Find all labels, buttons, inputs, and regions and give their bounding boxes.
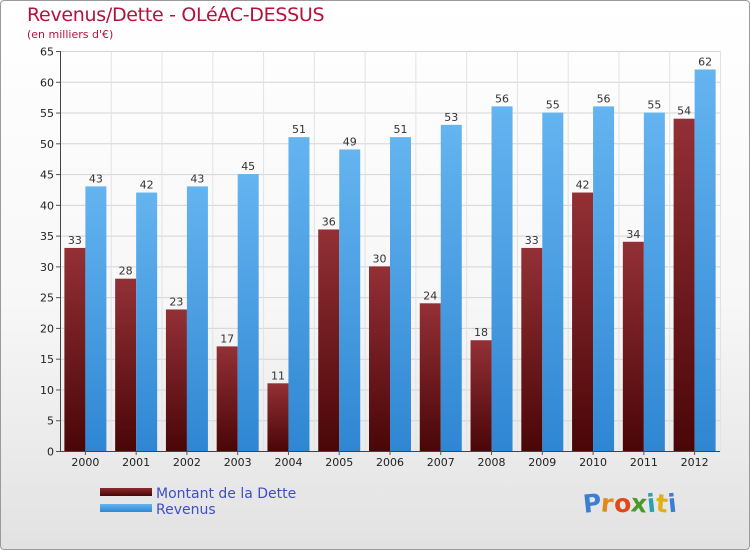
label-debt-2007: 24 [423,289,437,302]
label-debt-2011: 34 [626,228,640,241]
y-tick-label-55: 55 [40,107,54,120]
x-tick-label-2006: 2006 [376,456,404,469]
bar-revenus-2007 [440,124,462,451]
x-tick-label-2002: 2002 [173,456,201,469]
logo-letter: i [666,488,678,519]
bar-debt-2012 [673,118,695,451]
bar-revenus-2004 [288,137,310,451]
proxiti-logo: Proxiti [582,488,678,519]
y-tick-label-0: 0 [47,446,54,459]
label-debt-2004: 11 [271,369,285,382]
value-labels: 33 43 28 42 23 43 17 45 11 51 36 49 30 51 24 53 18 56 33 55… [68,55,712,382]
y-tick-label-45: 45 [40,169,54,182]
x-tick-label-2000: 2000 [71,456,99,469]
label-revenus-2011: 55 [647,99,661,112]
label-revenus-2009: 55 [546,99,560,112]
bar-revenus-2008 [491,106,513,451]
bar-revenus-2011 [643,112,665,452]
bar-revenus-2000 [85,186,107,451]
bar-debt-2002 [165,309,187,451]
chart-title: Revenus/Dette - OLéAC-DESSUS [27,4,325,26]
label-debt-2002: 23 [169,295,183,308]
label-revenus-2000: 43 [89,172,103,185]
x-tick-label-2008: 2008 [478,456,506,469]
y-tick-label-10: 10 [40,384,54,397]
y-tick-label-15: 15 [40,353,54,366]
label-debt-2008: 18 [474,326,488,339]
label-revenus-2005: 49 [343,135,357,148]
label-debt-2012: 54 [677,105,691,118]
x-tick-label-2005: 2005 [325,456,353,469]
y-tick-label-40: 40 [40,199,54,212]
bar-debt-2003 [216,346,238,451]
y-tick-label-35: 35 [40,230,54,243]
label-revenus-2008: 56 [495,92,509,105]
x-tick-label-2004: 2004 [274,456,302,469]
y-tick-label-65: 65 [40,46,54,59]
y-tick-label-25: 25 [40,292,54,305]
bar-revenus-2003 [237,174,259,452]
bar-revenus-2012 [694,69,716,451]
y-tick-label-50: 50 [40,138,54,151]
bar-revenus-2005 [339,149,361,451]
label-revenus-2012: 62 [698,55,712,68]
x-tick-label-2001: 2001 [122,456,150,469]
bar-debt-2009 [521,247,543,451]
label-debt-2003: 17 [220,332,234,345]
bar-revenus-2010 [593,106,615,451]
bar-debt-2005 [318,229,340,451]
label-revenus-2010: 56 [597,92,611,105]
label-revenus-2007: 53 [444,111,458,124]
legend-swatch-revenus [100,504,152,512]
label-debt-2010: 42 [576,179,590,192]
label-debt-2001: 28 [119,265,133,278]
label-revenus-2003: 45 [241,160,255,173]
axes: 0 5 10 15 20 25 30 35 40 45 50 55 60 65 2000 2001 2002 20… [40,46,720,469]
y-tick-label-60: 60 [40,76,54,89]
bar-debt-2004 [267,383,289,451]
bar-revenus-2001 [136,192,158,452]
x-tick-label-2003: 2003 [224,456,252,469]
label-revenus-2004: 51 [292,123,306,136]
x-tick-label-2012: 2012 [681,456,709,469]
bar-revenus-2006 [390,137,411,451]
legend-label-debt: Montant de la Dette [156,486,297,502]
bar-debt-2001 [115,278,137,451]
legend-label-revenus: Revenus [156,502,216,518]
label-debt-2006: 30 [373,252,387,265]
bars [64,69,716,452]
bar-debt-2007 [419,303,441,451]
y-tick-label-5: 5 [47,415,54,428]
label-revenus-2006: 51 [394,123,408,136]
label-revenus-2002: 43 [190,172,204,185]
legend-swatch-debt [100,488,152,496]
label-debt-2009: 33 [525,234,539,247]
y-tick-label-20: 20 [40,322,54,335]
bar-debt-2011 [622,241,644,451]
bar-debt-2000 [64,247,86,451]
label-debt-2000: 33 [68,234,82,247]
x-tick-label-2007: 2007 [427,456,455,469]
bar-debt-2006 [369,266,390,451]
bar-revenus-2009 [542,112,564,452]
label-revenus-2001: 42 [140,179,154,192]
chart-subtitle: (en milliers d'€) [27,28,114,41]
bar-revenus-2002 [186,186,208,451]
label-debt-2005: 36 [322,215,336,228]
bar-debt-2010 [572,192,594,452]
bar-debt-2008 [470,340,492,451]
x-tick-label-2009: 2009 [528,456,556,469]
y-tick-label-30: 30 [40,261,54,274]
x-tick-label-2011: 2011 [630,456,658,469]
x-tick-label-2010: 2010 [579,456,607,469]
